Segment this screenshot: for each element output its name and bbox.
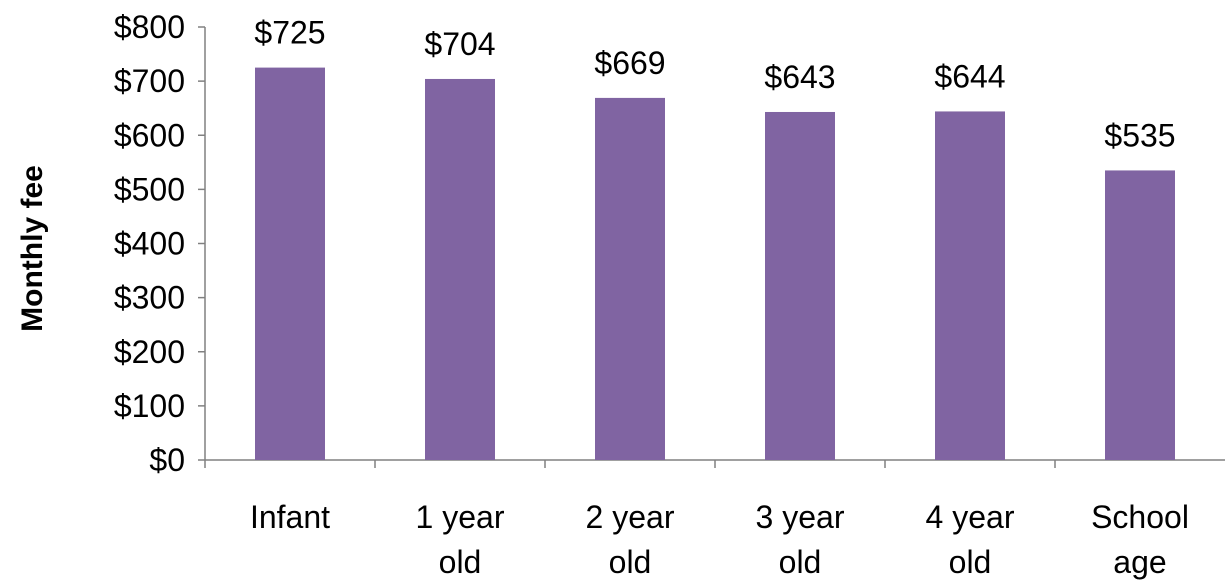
y-tick-label: $500 <box>114 171 185 207</box>
x-tick-label: 4 year old <box>926 499 1015 580</box>
data-label: $643 <box>764 59 835 95</box>
x-tick-label: Infant <box>250 499 330 535</box>
bar <box>595 97 665 460</box>
bars <box>255 67 1175 461</box>
data-label: $535 <box>1104 117 1175 153</box>
bar <box>255 67 325 460</box>
x-tick-label: School age <box>1091 499 1189 580</box>
y-tick-label: $400 <box>114 226 185 262</box>
bar <box>1105 170 1175 460</box>
data-label: $644 <box>934 58 1005 94</box>
y-tick-label: $0 <box>149 442 185 478</box>
x-tick-label: 1 year old <box>416 499 505 580</box>
data-label: $725 <box>254 15 325 51</box>
bar <box>765 111 835 460</box>
x-axis <box>204 459 1225 468</box>
data-label: $669 <box>594 45 665 81</box>
data-label: $704 <box>424 26 495 62</box>
y-tick-label: $300 <box>114 280 185 316</box>
y-tick-label: $600 <box>114 117 185 153</box>
y-tick-label: $100 <box>114 388 185 424</box>
y-tick-label: $800 <box>114 9 185 45</box>
y-tick-label: $200 <box>114 334 185 370</box>
y-axis-title: Monthly fee <box>16 165 49 332</box>
x-tick-label: 2 year old <box>586 499 675 580</box>
bar <box>935 111 1005 460</box>
bar <box>425 78 495 461</box>
y-axis: $0 $100 $200 $300 $400 $500 $600 $700 $800 <box>114 9 206 478</box>
x-tick-label: 3 year old <box>756 499 845 580</box>
data-labels: $725 $704 $669 $643 $644 $535 <box>254 15 1175 154</box>
category-labels: Infant 1 year old 2 year old 3 year old 4 year o… <box>250 499 1189 580</box>
y-tick-label: $700 <box>114 63 185 99</box>
